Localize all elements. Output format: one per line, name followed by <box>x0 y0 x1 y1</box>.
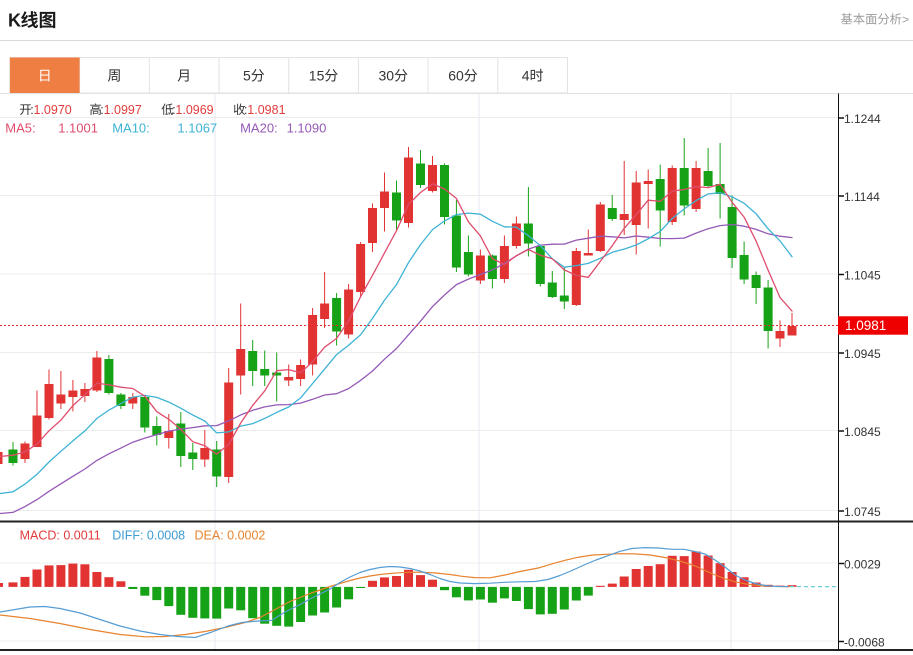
svg-text:1.1067: 1.1067 <box>177 121 217 136</box>
svg-text:1.0970: 1.0970 <box>34 103 72 117</box>
svg-text:60: 60 <box>448 68 464 84</box>
svg-text::: : <box>172 103 175 117</box>
svg-text:0.0029: 0.0029 <box>844 558 881 572</box>
svg-text::: : <box>100 103 103 117</box>
svg-text:1.0981: 1.0981 <box>845 318 886 333</box>
svg-text:5: 5 <box>243 68 251 84</box>
svg-text:1.0969: 1.0969 <box>175 103 213 117</box>
svg-text:1.1244: 1.1244 <box>844 112 881 126</box>
svg-text:MA5:: MA5: <box>5 121 35 136</box>
svg-text::: : <box>244 103 247 117</box>
svg-text:1.0997: 1.0997 <box>104 103 142 117</box>
svg-text:1.1001: 1.1001 <box>58 121 98 136</box>
svg-text:MACD: 0.0011: MACD: 0.0011 <box>20 529 101 543</box>
svg-text:>: > <box>902 13 909 27</box>
svg-text::: : <box>30 103 33 117</box>
svg-text:4: 4 <box>522 68 530 84</box>
svg-text:DEA: 0.0002: DEA: 0.0002 <box>195 529 266 543</box>
svg-text:1.0981: 1.0981 <box>247 103 285 117</box>
svg-text:MA20:: MA20: <box>240 121 278 136</box>
svg-text:1.1045: 1.1045 <box>844 269 881 283</box>
svg-text:-0.0068: -0.0068 <box>844 636 885 650</box>
svg-text:MA10:: MA10: <box>112 121 150 136</box>
svg-text:15: 15 <box>309 68 325 84</box>
svg-text:1.1144: 1.1144 <box>844 190 880 204</box>
svg-text:DIFF: 0.0008: DIFF: 0.0008 <box>112 529 185 543</box>
svg-text:1.0745: 1.0745 <box>844 505 881 519</box>
svg-text:K: K <box>8 11 21 31</box>
svg-text:30: 30 <box>379 68 395 84</box>
svg-text:1.1090: 1.1090 <box>287 121 327 136</box>
svg-text:1.0845: 1.0845 <box>844 425 881 439</box>
svg-text:1.0945: 1.0945 <box>844 347 881 361</box>
